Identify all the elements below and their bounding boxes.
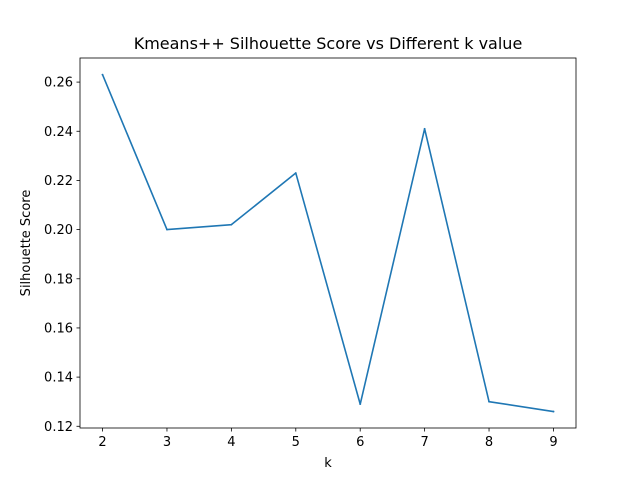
x-tick-label: 9	[549, 435, 557, 450]
series-layer	[101, 73, 555, 413]
x-axis-label: k	[324, 456, 332, 471]
data-point	[166, 228, 168, 231]
y-tick-label: 0.18	[44, 272, 73, 287]
plot-background	[80, 58, 576, 428]
y-axis-label: Silhouette Score	[19, 190, 34, 297]
data-point	[230, 223, 233, 226]
data-point	[359, 403, 362, 406]
data-point	[101, 73, 104, 76]
x-tick-label: 3	[163, 435, 171, 450]
x-tick-label: 7	[420, 435, 428, 450]
y-tick-label: 0.14	[44, 371, 73, 386]
y-tick-label: 0.16	[44, 321, 73, 336]
x-axis-ticks: 2 3 4 5 6 7 8 9	[98, 428, 558, 450]
x-tick-label: 2	[98, 435, 106, 450]
plot-area: 0.12 0.14 0.16 0.18 0.20 0.22 0.24 0.26 2 3 4 5 6 7 8…	[44, 57, 577, 450]
series-line	[101, 73, 555, 413]
data-point	[423, 127, 426, 130]
x-tick-label: 5	[292, 435, 300, 450]
y-tick-label: 0.22	[44, 174, 73, 189]
data-point	[552, 410, 555, 413]
y-tick-label: 0.24	[44, 125, 73, 140]
x-tick-label: 8	[485, 435, 493, 450]
y-tick-label: 0.26	[44, 76, 73, 91]
x-tick-label: 6	[356, 435, 364, 450]
y-tick-label: 0.12	[44, 420, 73, 435]
x-tick-label: 4	[227, 435, 235, 450]
plot-border	[79, 57, 577, 429]
data-point	[488, 400, 490, 403]
y-tick-label: 0.20	[44, 223, 73, 238]
y-axis-ticks: 0.12 0.14 0.16 0.18 0.20 0.22 0.24 0.26	[44, 76, 80, 435]
data-point	[294, 172, 297, 174]
chart-title: Kmeans++ Silhouette Score vs Different k…	[134, 34, 523, 53]
